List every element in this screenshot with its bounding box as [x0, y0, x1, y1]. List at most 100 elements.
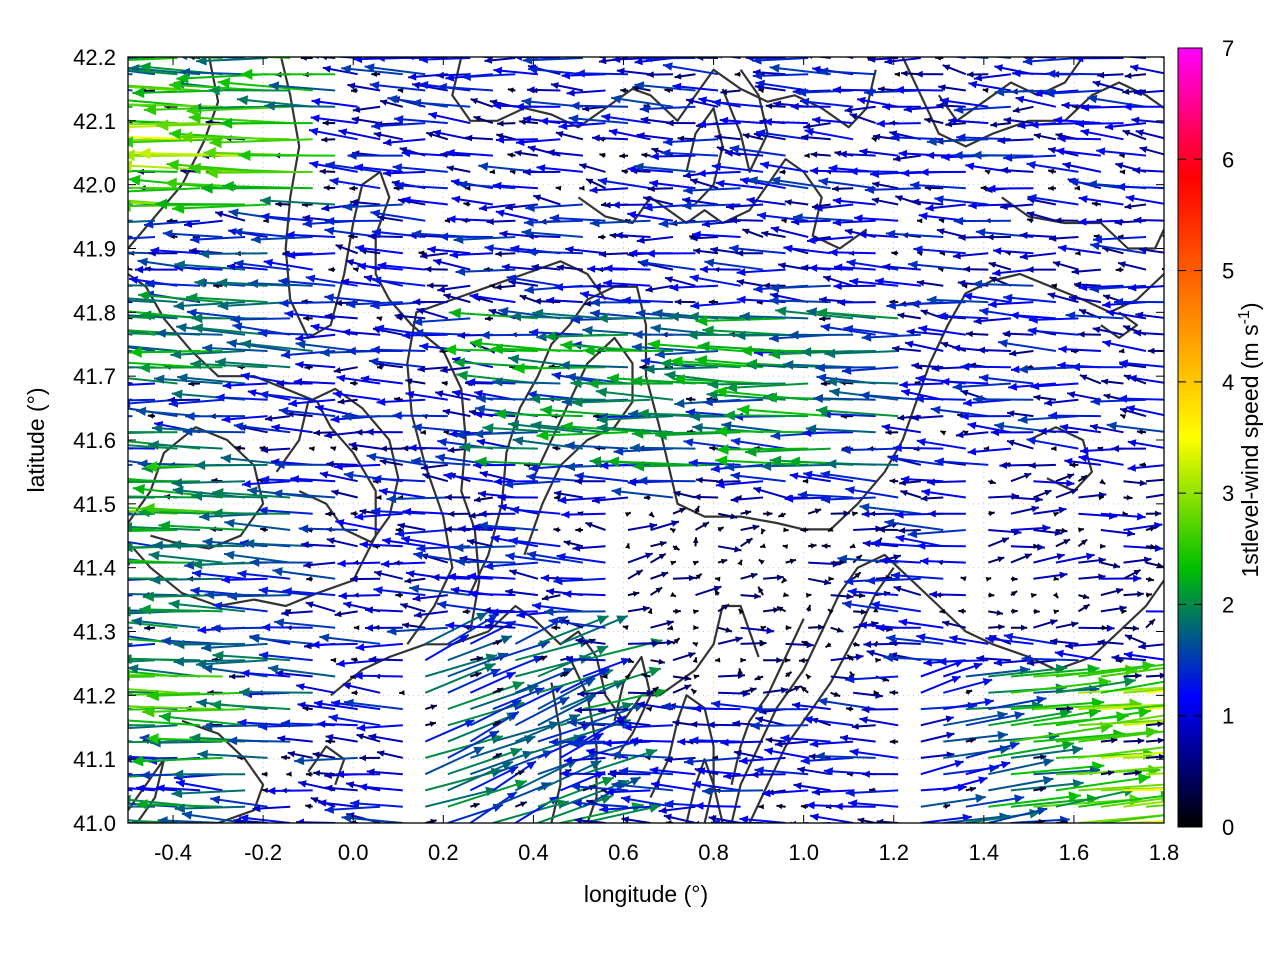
- wind-vector-head: [640, 116, 649, 124]
- wind-vector-head: [1064, 457, 1073, 466]
- wind-vector-head: [627, 478, 637, 487]
- wind-vector-head: [997, 730, 1008, 741]
- wind-vector-head: [281, 609, 289, 617]
- wind-vector-head: [570, 378, 582, 389]
- wind-vector-head: [632, 85, 640, 92]
- wind-vector-shaft: [610, 96, 674, 108]
- wind-vector-head: [484, 561, 494, 571]
- wind-vector-head: [889, 738, 896, 745]
- wind-vector-head: [174, 639, 185, 650]
- wind-vector-head: [528, 65, 538, 75]
- wind-vector-head: [392, 163, 403, 172]
- wind-vector-head: [834, 263, 843, 272]
- wind-vector-head: [636, 701, 645, 709]
- wind-vector-head: [187, 308, 197, 318]
- wind-vector-shaft: [540, 408, 629, 418]
- wind-vector-head: [63, 346, 73, 356]
- wind-vector-head: [89, 338, 100, 347]
- wind-vector-head: [510, 747, 522, 758]
- wind-vector-shaft: [1078, 719, 1164, 727]
- wind-vector-shaft: [1123, 688, 1164, 694]
- wind-vector-head: [536, 164, 546, 173]
- wind-vector-head: [714, 386, 727, 398]
- wind-vector-head: [810, 543, 817, 549]
- wind-vector-head: [373, 131, 382, 139]
- wind-vector-head: [781, 218, 788, 224]
- wind-vector-head: [753, 284, 763, 294]
- wind-vector-head: [839, 559, 846, 566]
- wind-vector-head: [79, 393, 88, 401]
- wind-vector-head: [479, 204, 488, 212]
- wind-vector-head: [65, 469, 77, 480]
- wind-vector-shaft: [366, 454, 426, 466]
- wind-vector-head: [857, 96, 866, 105]
- wind-vector-head: [521, 97, 532, 107]
- wind-vector-shaft: [128, 675, 156, 678]
- wind-vector-head: [248, 279, 259, 289]
- wind-vector-head: [442, 408, 451, 416]
- wind-vector-head: [447, 446, 455, 454]
- wind-vector-shaft: [128, 333, 133, 336]
- wind-vector-shaft: [611, 489, 674, 499]
- wind-vector-head: [414, 328, 424, 338]
- wind-vector-head: [324, 431, 333, 439]
- wind-vector-head: [837, 554, 848, 564]
- wind-vector-head: [139, 604, 151, 615]
- x-tick-label: 1.6: [1059, 840, 1090, 865]
- wind-vector-head: [1107, 770, 1115, 776]
- wind-vector-head: [420, 464, 429, 471]
- wind-vector-head: [526, 761, 536, 770]
- wind-vector-shaft: [537, 776, 615, 808]
- wind-vector-head: [879, 556, 888, 565]
- wind-vector-head: [1071, 268, 1080, 275]
- wind-vector-shaft: [447, 668, 501, 694]
- wind-vector-head: [1230, 788, 1243, 800]
- wind-vector-head: [330, 446, 337, 452]
- wind-vector-head: [826, 376, 837, 387]
- wind-vector-head: [770, 176, 781, 186]
- wind-vector-shaft: [885, 232, 944, 238]
- wind-vector-head: [802, 428, 812, 438]
- wind-vector-head: [589, 218, 600, 228]
- wind-vector-shaft: [1065, 314, 1124, 320]
- wind-vector-head: [286, 771, 292, 777]
- wind-vector-head: [1075, 119, 1085, 128]
- wind-vector-head: [616, 615, 628, 625]
- wind-vector-head: [643, 494, 650, 501]
- wind-vector-head: [599, 461, 609, 470]
- wind-vector-head: [158, 520, 171, 532]
- wind-vector-shaft: [714, 430, 809, 434]
- wind-vector-head: [971, 150, 982, 160]
- wind-vector-head: [326, 537, 335, 545]
- wind-vector-head: [1115, 587, 1124, 595]
- wind-vector-head: [1053, 116, 1063, 125]
- wind-vector-head: [232, 322, 243, 332]
- wind-vector-head: [1205, 781, 1217, 793]
- wind-vector-head: [395, 592, 401, 598]
- wind-vector-head: [984, 698, 994, 707]
- wind-vector-head: [582, 325, 593, 336]
- wind-vector-head: [1147, 576, 1154, 582]
- wind-vector-head: [1054, 649, 1064, 658]
- wind-vector-head: [670, 591, 676, 597]
- wind-vector-head: [139, 62, 151, 73]
- wind-vector-head: [921, 488, 931, 497]
- wind-vector-head: [806, 307, 818, 317]
- wind-vector-head: [482, 423, 494, 434]
- wind-vector-head: [1135, 311, 1144, 319]
- wind-vector-head: [607, 373, 619, 384]
- wind-vector-shaft: [1169, 494, 1178, 498]
- wind-vector-head: [162, 229, 173, 239]
- wind-vector-head: [1078, 217, 1087, 226]
- wind-vector-shaft: [768, 299, 831, 304]
- wind-vector-head: [271, 423, 280, 432]
- wind-vector-head: [587, 265, 596, 273]
- wind-vector-head: [1048, 411, 1058, 420]
- wind-vector-head: [334, 462, 343, 471]
- wind-vector-shaft: [128, 594, 133, 597]
- wind-vector-head: [1069, 462, 1076, 468]
- wind-vector-shaft: [128, 659, 156, 663]
- wind-vector-shaft: [737, 408, 831, 418]
- wind-vector-shaft: [492, 800, 569, 823]
- wind-vector-shaft: [988, 742, 1075, 759]
